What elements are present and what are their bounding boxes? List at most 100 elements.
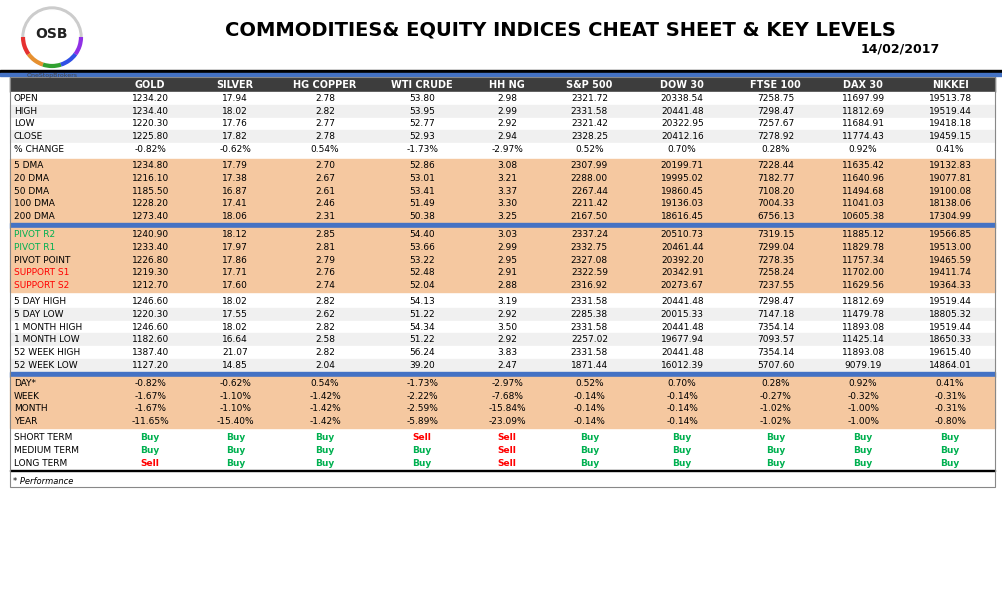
Text: 1185.50: 1185.50	[131, 186, 169, 195]
Text: 20392.20: 20392.20	[661, 255, 703, 264]
Text: Sell: Sell	[413, 433, 432, 442]
Text: -0.31%: -0.31%	[934, 391, 966, 401]
Text: 2331.58: 2331.58	[571, 297, 608, 306]
Text: HIGH: HIGH	[14, 106, 37, 116]
Bar	[10, 470, 995, 471]
Text: 7228.44: 7228.44	[758, 161, 795, 170]
Text: DAX 30: DAX 30	[844, 79, 883, 90]
Text: 52.86: 52.86	[410, 161, 435, 170]
Text: YEAR: YEAR	[14, 417, 37, 426]
Text: Buy: Buy	[580, 433, 599, 442]
Text: -1.00%: -1.00%	[847, 417, 879, 426]
Text: 1273.40: 1273.40	[131, 212, 168, 221]
Text: 7298.47: 7298.47	[758, 106, 795, 116]
Text: 2.62: 2.62	[316, 310, 335, 319]
Text: MONTH: MONTH	[14, 404, 48, 413]
Text: 0.41%: 0.41%	[936, 145, 964, 154]
Text: 11684.91: 11684.91	[842, 120, 885, 128]
Bar	[10, 295, 995, 308]
Text: 19364.33: 19364.33	[929, 281, 972, 290]
Text: 11629.56: 11629.56	[842, 281, 885, 290]
Text: 18.02: 18.02	[222, 297, 248, 306]
Text: MEDIUM TERM: MEDIUM TERM	[14, 446, 79, 455]
Text: Buy: Buy	[316, 446, 335, 455]
Text: 2.74: 2.74	[316, 281, 335, 290]
Text: GOLD: GOLD	[135, 79, 165, 90]
Text: 2332.75: 2332.75	[571, 243, 608, 252]
Text: 18.02: 18.02	[222, 322, 248, 332]
Text: 7298.47: 7298.47	[758, 297, 795, 306]
Text: SUPPORT S1: SUPPORT S1	[14, 268, 69, 277]
Text: -0.82%: -0.82%	[134, 379, 166, 388]
Text: 20322.95: 20322.95	[661, 120, 703, 128]
Text: 2.99: 2.99	[497, 106, 517, 116]
Text: -0.14%: -0.14%	[666, 417, 698, 426]
Text: 17.79: 17.79	[222, 161, 248, 170]
Text: 2.61: 2.61	[316, 186, 335, 195]
Text: COMMODITIES& EQUITY INDICES CHEAT SHEET & KEY LEVELS: COMMODITIES& EQUITY INDICES CHEAT SHEET …	[224, 21, 896, 39]
Bar	[0, 70, 1002, 73]
Text: 2.31: 2.31	[316, 212, 335, 221]
Text: 17304.99: 17304.99	[929, 212, 972, 221]
Text: 53.66: 53.66	[409, 243, 435, 252]
Text: 3.21: 3.21	[497, 174, 517, 183]
Text: 2327.08: 2327.08	[571, 255, 608, 264]
Text: 7093.57: 7093.57	[758, 335, 795, 344]
Text: 0.28%: 0.28%	[762, 145, 790, 154]
Text: 11757.34: 11757.34	[842, 255, 885, 264]
Text: 0.54%: 0.54%	[311, 379, 340, 388]
Text: -0.14%: -0.14%	[573, 391, 605, 401]
Text: 2.04: 2.04	[316, 361, 335, 370]
Text: HH NG: HH NG	[489, 79, 525, 90]
Text: SILVER: SILVER	[216, 79, 254, 90]
Text: 54.13: 54.13	[410, 297, 435, 306]
Text: -0.14%: -0.14%	[666, 391, 698, 401]
Text: Sell: Sell	[498, 459, 517, 468]
Text: 2321.42: 2321.42	[571, 120, 608, 128]
Text: 2321.72: 2321.72	[571, 94, 608, 103]
Text: -1.42%: -1.42%	[310, 391, 341, 401]
Text: 7278.92: 7278.92	[758, 132, 795, 142]
Bar	[10, 92, 995, 105]
Text: 19860.45: 19860.45	[660, 186, 703, 195]
Text: 20441.48: 20441.48	[661, 348, 703, 357]
Text: -5.89%: -5.89%	[406, 417, 438, 426]
Text: 0.92%: 0.92%	[849, 145, 878, 154]
Text: 1219.30: 1219.30	[131, 268, 168, 277]
Text: -0.14%: -0.14%	[666, 404, 698, 413]
Text: 11885.12: 11885.12	[842, 230, 885, 239]
Text: 1234.20: 1234.20	[131, 94, 168, 103]
Text: 19411.74: 19411.74	[929, 268, 972, 277]
Bar	[10, 359, 995, 372]
Text: -2.97%: -2.97%	[491, 379, 523, 388]
Bar	[10, 279, 995, 292]
Text: SUPPORT S2: SUPPORT S2	[14, 281, 69, 290]
Bar	[0, 73, 1002, 76]
Text: 17.71: 17.71	[222, 268, 248, 277]
Text: 11893.08: 11893.08	[842, 322, 885, 332]
Text: DAY*: DAY*	[14, 379, 36, 388]
Text: -1.42%: -1.42%	[310, 404, 341, 413]
Text: Buy: Buy	[225, 446, 244, 455]
Text: -1.73%: -1.73%	[406, 379, 438, 388]
Text: SHORT TERM: SHORT TERM	[14, 433, 72, 442]
Text: 20441.48: 20441.48	[661, 297, 703, 306]
Text: 14.85: 14.85	[222, 361, 248, 370]
Text: 3.19: 3.19	[497, 297, 517, 306]
Text: S&P 500: S&P 500	[566, 79, 612, 90]
Text: 0.70%: 0.70%	[668, 145, 696, 154]
Text: 2.77: 2.77	[316, 120, 335, 128]
Text: -0.31%: -0.31%	[934, 404, 966, 413]
Text: 2.58: 2.58	[316, 335, 335, 344]
Text: 2.78: 2.78	[316, 94, 335, 103]
Text: -15.40%: -15.40%	[216, 417, 255, 426]
Text: 20273.67: 20273.67	[660, 281, 703, 290]
Text: 17.38: 17.38	[222, 174, 248, 183]
Text: 53.41: 53.41	[410, 186, 435, 195]
Text: 20 DMA: 20 DMA	[14, 174, 49, 183]
Text: 1220.30: 1220.30	[131, 120, 168, 128]
Text: 7278.35: 7278.35	[758, 255, 795, 264]
Text: -7.68%: -7.68%	[491, 391, 523, 401]
Text: -1.10%: -1.10%	[219, 404, 252, 413]
Text: 7258.75: 7258.75	[758, 94, 795, 103]
